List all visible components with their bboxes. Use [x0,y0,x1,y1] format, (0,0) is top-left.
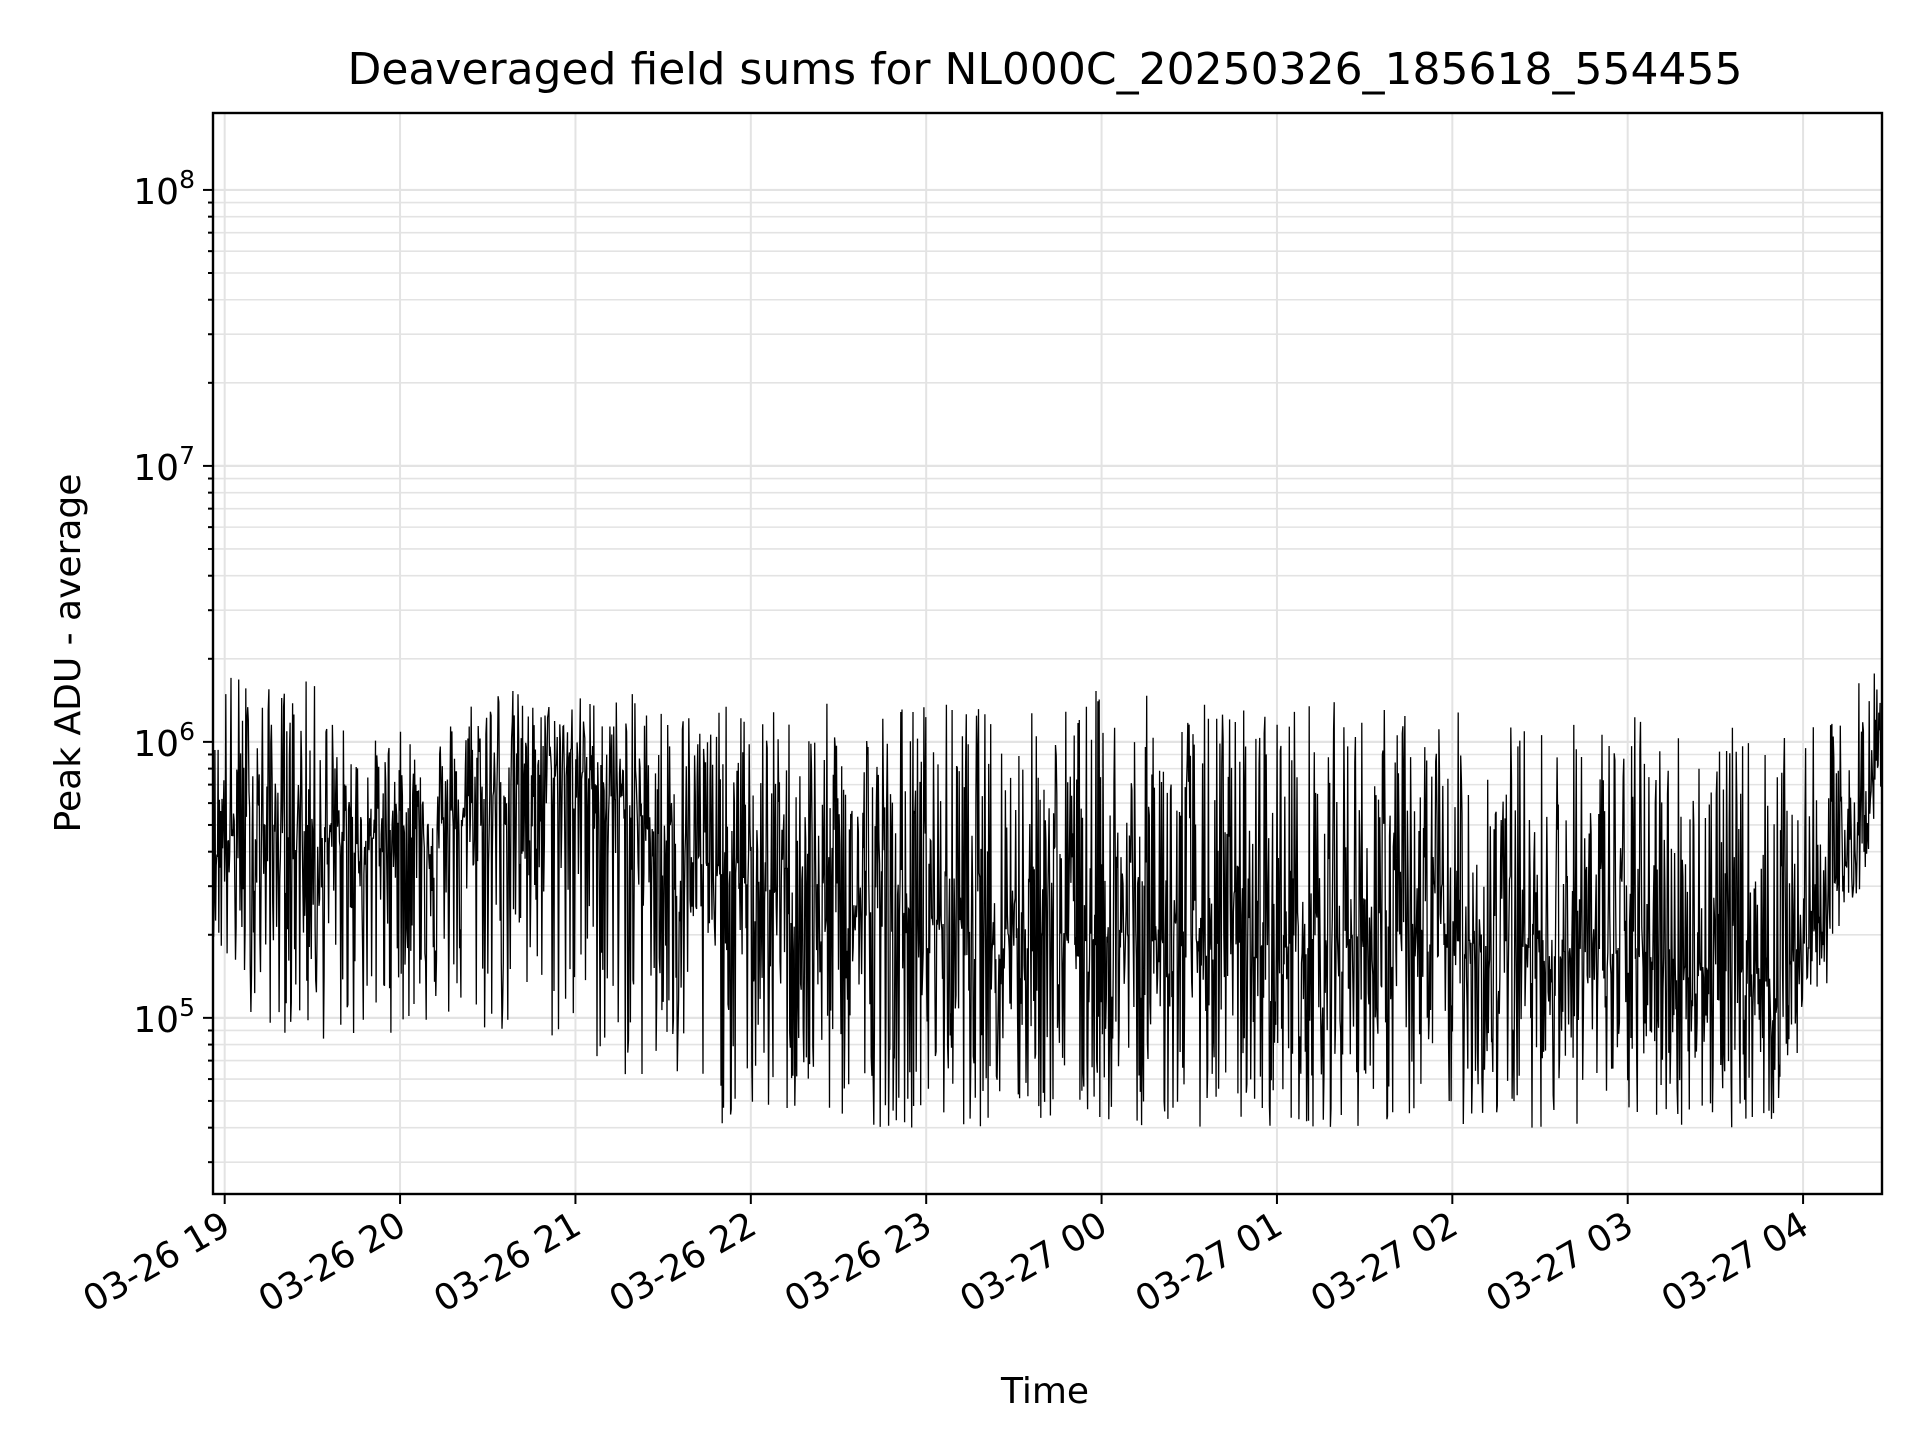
y-tick-label: 105 [133,993,195,1041]
y-axis-label: Peak ADU - average [48,474,89,833]
series-line-group [212,673,1883,1128]
chart-title: Deaveraged field sums for NL000C_2025032… [347,44,1742,95]
y-tick-label: 106 [133,717,195,765]
x-axis-label: Time [1000,1371,1089,1412]
plot-frame [211,111,1884,1196]
y-axis: 105 106 107 108 [133,165,213,1164]
series-line [212,673,1883,1128]
y-tick-label: 108 [133,165,195,213]
y-tick-label: 107 [133,441,195,489]
